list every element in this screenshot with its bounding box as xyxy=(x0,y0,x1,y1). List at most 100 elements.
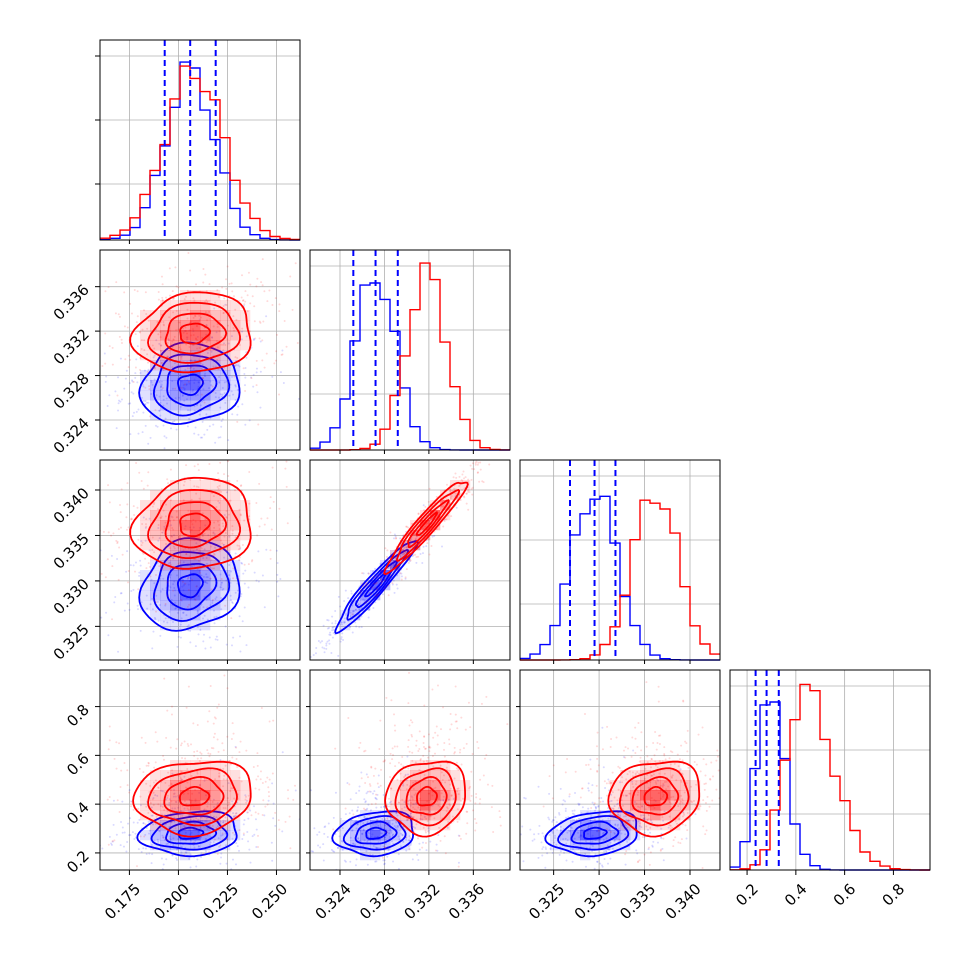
sample-point xyxy=(565,859,568,862)
sample-point xyxy=(166,621,169,624)
sample-point xyxy=(579,796,582,799)
sample-point xyxy=(253,320,256,323)
sample-point xyxy=(177,400,180,403)
sample-point xyxy=(477,461,480,464)
sample-point xyxy=(644,818,647,821)
sample-point xyxy=(222,525,225,528)
sample-point xyxy=(348,783,351,786)
density-bin xyxy=(220,550,231,561)
sample-point xyxy=(200,316,203,319)
sample-point xyxy=(245,644,248,647)
sample-point xyxy=(411,798,414,801)
sample-point xyxy=(166,342,169,345)
sample-point xyxy=(601,832,604,835)
sample-point xyxy=(176,738,179,741)
density-bin xyxy=(450,770,461,781)
sample-point xyxy=(180,744,183,747)
sample-point xyxy=(156,600,159,603)
density-bin xyxy=(210,550,221,561)
sample-point xyxy=(212,390,215,393)
sample-point xyxy=(471,752,474,755)
sample-point xyxy=(142,411,145,414)
sample-point xyxy=(587,789,590,792)
sample-point xyxy=(441,779,444,782)
sample-point xyxy=(564,810,567,813)
sample-point xyxy=(105,611,108,614)
sample-point xyxy=(310,789,313,792)
sample-point xyxy=(243,384,246,387)
sample-point xyxy=(594,853,597,856)
sample-point xyxy=(340,621,343,624)
sample-point xyxy=(409,804,412,807)
density-bin xyxy=(200,400,211,411)
sample-point xyxy=(255,579,258,582)
sample-point xyxy=(212,531,215,534)
density-bin xyxy=(440,800,451,811)
sample-point xyxy=(244,389,247,392)
sample-point xyxy=(396,745,399,748)
sample-point xyxy=(171,420,174,423)
sample-point xyxy=(155,594,158,597)
sample-point xyxy=(214,441,217,444)
sample-point xyxy=(209,684,212,687)
sample-point xyxy=(168,837,171,840)
sample-point xyxy=(399,772,402,775)
sample-point xyxy=(183,298,186,301)
sample-point xyxy=(219,820,222,823)
density-bin xyxy=(220,560,231,571)
sample-point xyxy=(328,626,331,629)
sample-point xyxy=(418,747,421,750)
sample-point xyxy=(177,396,180,399)
sample-point xyxy=(653,754,656,757)
sample-point xyxy=(329,634,332,637)
sample-point xyxy=(407,561,410,564)
sample-point xyxy=(636,789,639,792)
sample-point xyxy=(171,807,174,810)
density-bin xyxy=(210,610,221,621)
sample-point xyxy=(186,289,189,292)
sample-point xyxy=(652,840,655,843)
sample-point xyxy=(372,607,375,610)
density-bin xyxy=(210,390,221,401)
sample-point xyxy=(170,598,173,601)
density-bin xyxy=(650,780,661,791)
sample-point xyxy=(382,760,385,763)
sample-point xyxy=(437,804,440,807)
sample-point xyxy=(669,824,672,827)
sample-point xyxy=(232,812,235,815)
sample-point xyxy=(147,401,150,404)
sample-point xyxy=(435,843,438,846)
sample-point xyxy=(107,286,110,289)
density-bin xyxy=(240,790,251,801)
sample-point xyxy=(121,553,124,556)
sample-point xyxy=(236,413,239,416)
sample-point xyxy=(397,867,400,870)
sample-point xyxy=(190,565,193,568)
density-bin xyxy=(210,480,221,491)
sample-point xyxy=(687,766,690,769)
sample-point xyxy=(242,832,245,835)
sample-point xyxy=(229,499,232,502)
sample-point xyxy=(186,308,189,311)
sample-point xyxy=(364,583,367,586)
sample-point xyxy=(206,563,209,566)
contour-line xyxy=(177,373,204,396)
sample-point xyxy=(561,803,564,806)
sample-point xyxy=(203,433,206,436)
density-bin xyxy=(180,520,191,531)
sample-point xyxy=(544,866,547,869)
sample-point xyxy=(212,423,215,426)
sample-point xyxy=(238,829,241,832)
sample-point xyxy=(193,485,196,488)
sample-point xyxy=(396,778,399,781)
sample-point xyxy=(332,828,335,831)
sample-point xyxy=(614,823,617,826)
density-bin xyxy=(180,360,191,371)
sample-point xyxy=(340,636,343,639)
sample-point xyxy=(159,516,162,519)
sample-point xyxy=(196,612,199,615)
sample-point xyxy=(428,745,431,748)
sample-point xyxy=(158,565,161,568)
sample-point xyxy=(414,537,417,540)
sample-point xyxy=(214,391,217,394)
